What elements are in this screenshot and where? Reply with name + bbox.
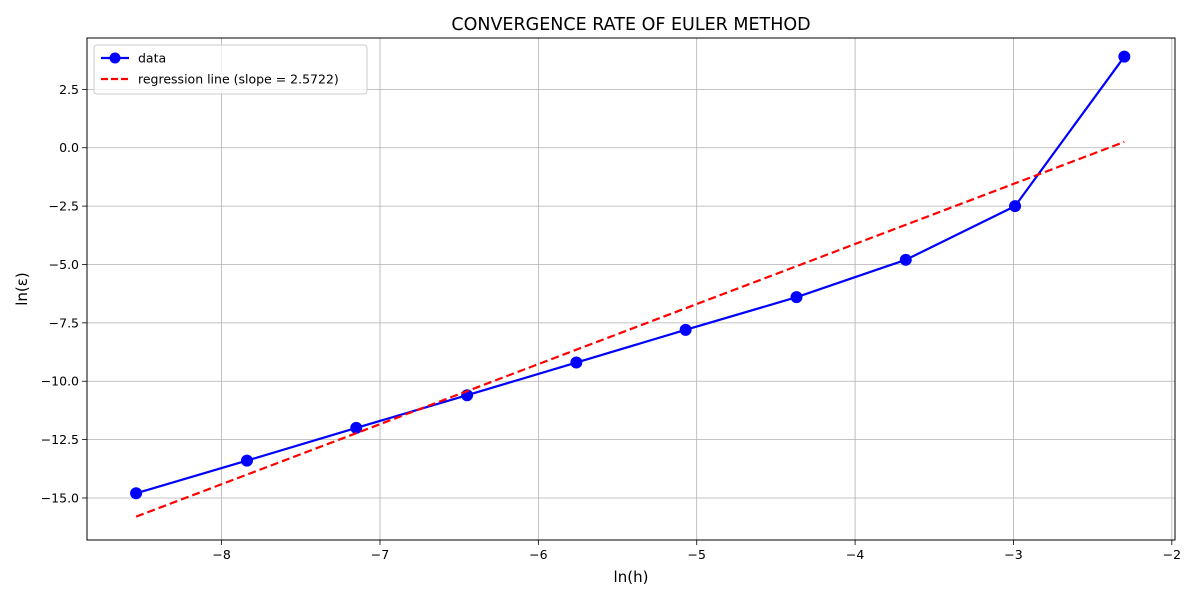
- y-tick-label: −7.5: [49, 315, 79, 330]
- x-tick-label: −5: [688, 547, 706, 562]
- plot-frame: [86, 37, 1176, 541]
- legend-box: [93, 44, 368, 95]
- legend-label-data: data: [138, 51, 166, 66]
- x-axis-label: ln(h): [614, 568, 649, 586]
- data-point: [350, 421, 363, 434]
- y-tick-label: 0.0: [59, 140, 79, 155]
- regression-line: [135, 140, 1125, 518]
- x-tick-label: −7: [371, 547, 389, 562]
- legend-marker-data: [109, 52, 121, 64]
- y-axis-label: ln(ε): [13, 272, 31, 306]
- y-tick-label: −15.0: [41, 490, 79, 505]
- y-axis: −15.0 −12.5 −10.0 −7.5 −5.0 −2.5 0.0 2.5: [41, 82, 87, 505]
- legend: data regression line (slope = 2.5722): [93, 44, 368, 95]
- series-line-data: [135, 56, 1126, 495]
- x-tick-label: −3: [1004, 547, 1022, 562]
- legend-label-regression: regression line (slope = 2.5722): [138, 72, 339, 87]
- y-tick-label: −10.0: [41, 374, 79, 389]
- data-point: [570, 356, 583, 369]
- data-point: [1009, 200, 1022, 213]
- data-point: [1118, 50, 1131, 63]
- y-tick-label: −2.5: [49, 199, 79, 214]
- grid: [87, 38, 1175, 540]
- data-point: [899, 253, 912, 266]
- x-tick-label: −8: [212, 547, 230, 562]
- chart-title: CONVERGENCE RATE OF EULER METHOD: [451, 15, 810, 35]
- x-tick-label: −4: [846, 547, 864, 562]
- x-tick-label: −2: [1163, 547, 1181, 562]
- x-tick-label: −6: [529, 547, 547, 562]
- data-point: [130, 487, 143, 500]
- series-layer: [130, 50, 1131, 518]
- y-tick-label: −12.5: [41, 432, 79, 447]
- x-axis: −8 −7 −6 −5 −4 −3 −2: [212, 540, 1181, 562]
- data-point: [790, 291, 803, 304]
- y-tick-label: −5.0: [49, 257, 79, 272]
- y-tick-label: 2.5: [59, 82, 79, 97]
- data-point: [240, 454, 253, 467]
- data-point: [679, 323, 692, 336]
